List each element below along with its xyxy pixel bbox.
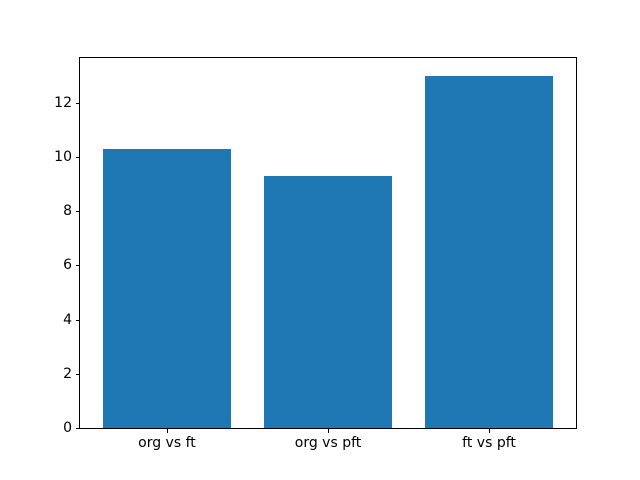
plot-area — [79, 57, 577, 429]
y-tick-mark — [76, 373, 80, 375]
bar-org-vs-ft — [102, 148, 232, 428]
y-tick-mark — [76, 102, 80, 104]
y-tick-mark — [76, 156, 80, 158]
y-tick-label: 0 — [63, 420, 72, 436]
y-tick-label: 4 — [63, 311, 72, 328]
y-tick-mark — [76, 319, 80, 321]
y-tick-mark — [76, 428, 80, 429]
x-tick-label: org vs pft — [294, 435, 362, 451]
y-tick-label: 8 — [63, 203, 72, 220]
x-tick-label: org vs ft — [138, 435, 196, 451]
x-tick-mark — [489, 429, 491, 433]
x-tick-mark — [166, 429, 168, 433]
bar-ft-vs-pft — [424, 75, 554, 428]
y-tick-label: 12 — [54, 94, 72, 111]
y-tick-mark — [76, 265, 80, 267]
x-tick-mark — [328, 429, 329, 433]
bar-org-vs-pft — [263, 175, 393, 428]
y-tick-label: 6 — [63, 257, 72, 274]
y-tick-label: 10 — [54, 148, 72, 165]
y-tick-mark — [76, 211, 80, 213]
y-tick-label: 2 — [63, 365, 72, 382]
x-tick-label: ft vs pft — [462, 435, 516, 451]
